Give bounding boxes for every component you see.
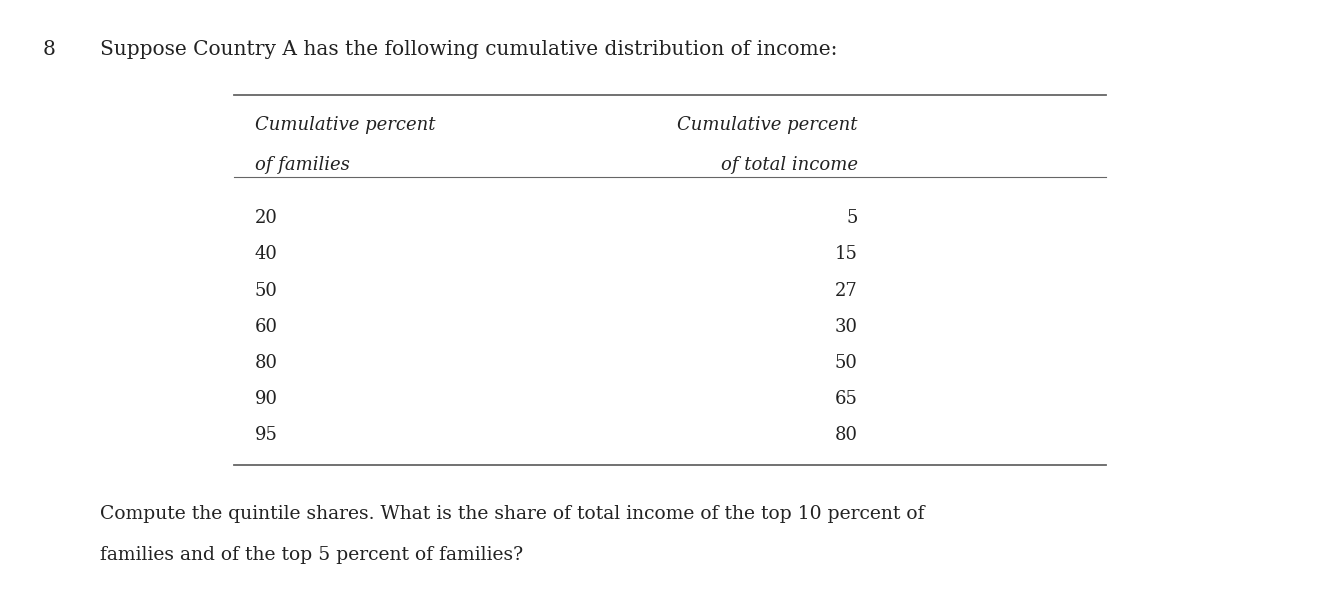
Text: Cumulative percent: Cumulative percent	[677, 116, 858, 134]
Text: 50: 50	[255, 282, 277, 299]
Text: of total income: of total income	[721, 156, 858, 174]
Text: 27: 27	[835, 282, 858, 299]
Text: 20: 20	[255, 209, 277, 227]
Text: of families: of families	[255, 156, 350, 174]
Text: Cumulative percent: Cumulative percent	[255, 116, 436, 134]
Text: Suppose Country A has the following cumulative distribution of income:: Suppose Country A has the following cumu…	[100, 40, 838, 59]
Text: 30: 30	[835, 318, 858, 335]
Text: 80: 80	[255, 354, 277, 371]
Text: 80: 80	[835, 426, 858, 444]
Text: 90: 90	[255, 390, 277, 408]
Text: 40: 40	[255, 245, 277, 263]
Text: 60: 60	[255, 318, 277, 335]
Text: 15: 15	[835, 245, 858, 263]
Text: 50: 50	[835, 354, 858, 371]
Text: 95: 95	[255, 426, 277, 444]
Text: families and of the top 5 percent of families?: families and of the top 5 percent of fam…	[100, 546, 524, 564]
Text: Compute the quintile shares. What is the share of total income of the top 10 per: Compute the quintile shares. What is the…	[100, 505, 925, 523]
Text: 65: 65	[835, 390, 858, 408]
Text: 8: 8	[43, 40, 56, 59]
Text: 5: 5	[847, 209, 858, 227]
